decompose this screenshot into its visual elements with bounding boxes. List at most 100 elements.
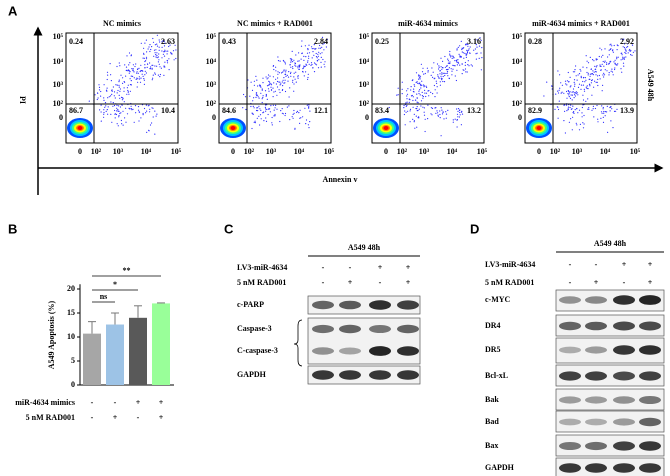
cell-dot <box>620 68 622 70</box>
cell-dot <box>252 105 254 107</box>
cell-dot <box>451 70 453 72</box>
cell-dot <box>266 85 269 87</box>
y-tick-label: 10² <box>359 99 370 108</box>
cell-dot <box>162 40 164 42</box>
cell-dot <box>110 113 112 115</box>
cell-dot <box>311 57 313 59</box>
cell-dot <box>454 65 456 67</box>
plot-title: NC mimics + RAD001 <box>237 19 313 28</box>
cell-dot <box>137 106 140 108</box>
cell-dot <box>604 69 606 71</box>
cell-dot <box>604 111 607 113</box>
cell-dot <box>432 76 434 78</box>
cell-dot <box>151 67 153 69</box>
cell-dot <box>456 61 458 63</box>
cell-dot <box>433 84 435 87</box>
cell-dot <box>604 60 606 62</box>
cell-dot <box>156 54 158 57</box>
cell-dot <box>602 74 604 76</box>
cell-dot <box>314 48 316 50</box>
cell-dot <box>270 86 272 88</box>
cell-dot <box>265 76 267 78</box>
cell-dot <box>257 85 259 87</box>
cell-dot <box>270 84 273 86</box>
cell-dot <box>608 54 610 56</box>
cell-dot <box>265 120 268 122</box>
cell-dot <box>158 49 160 51</box>
quadrant-value: 84.6 <box>222 106 236 115</box>
cell-dot <box>440 57 442 59</box>
cell-dot <box>568 92 571 94</box>
cell-dot <box>575 91 578 93</box>
cell-dot <box>416 81 418 83</box>
cell-dot <box>449 62 451 65</box>
cell-dot <box>418 77 421 79</box>
cell-dot <box>298 66 300 68</box>
cell-dot <box>264 106 266 108</box>
cell-dot <box>444 55 446 58</box>
cell-dot <box>276 86 279 88</box>
cell-dot <box>569 106 571 109</box>
cell-dot <box>465 54 467 56</box>
y-tick-label: 5 <box>71 356 75 365</box>
cell-dot <box>622 56 624 58</box>
cell-dot <box>578 109 581 111</box>
cell-dot <box>260 118 262 120</box>
cell-dot <box>289 64 291 66</box>
cell-dot <box>461 48 463 51</box>
cell-dot <box>420 100 423 102</box>
cell-dot <box>168 58 170 60</box>
band <box>585 296 607 304</box>
cell-dot <box>406 95 408 97</box>
cell-dot <box>140 42 142 44</box>
cell-dot <box>431 114 433 116</box>
cell-dot <box>291 50 293 53</box>
condition-label: miR-4634 mimics <box>15 398 75 407</box>
cell-dot <box>138 76 140 78</box>
cell-dot <box>418 82 420 84</box>
cell-dot <box>277 73 279 75</box>
cell-dot <box>106 109 108 111</box>
cell-dot <box>599 65 601 67</box>
cell-dot <box>426 67 428 69</box>
cell-dot <box>256 92 258 94</box>
cell-dot <box>125 107 127 109</box>
cell-dot <box>588 108 590 110</box>
cell-dot <box>620 52 622 55</box>
cell-dot <box>442 75 444 78</box>
cell-dot <box>568 96 570 98</box>
cell-dot <box>319 44 321 47</box>
cell-dot <box>427 70 429 72</box>
cell-dot <box>307 124 309 126</box>
cell-dot <box>293 76 295 78</box>
cell-dot <box>616 56 618 58</box>
band-label: GAPDH <box>237 370 267 379</box>
cell-dot <box>603 76 605 78</box>
cell-dot <box>614 67 616 69</box>
band <box>613 418 635 426</box>
cell-dot <box>259 124 261 126</box>
cell-dot <box>438 68 440 70</box>
cell-dot <box>278 81 280 83</box>
cell-dot <box>425 85 427 87</box>
cell-dot <box>137 72 139 74</box>
cell-dot <box>582 66 584 68</box>
cell-dot <box>413 113 415 115</box>
cell-dot <box>315 56 318 58</box>
cell-dot <box>297 60 299 62</box>
y-tick-label: 10² <box>206 99 217 108</box>
cell-dot <box>298 68 300 70</box>
cell-dot <box>111 89 113 91</box>
cell-dot <box>282 89 284 91</box>
y-axis-label: A549 Apoptosis (%) <box>47 300 56 369</box>
cell-dot <box>611 68 613 70</box>
cell-dot <box>154 73 156 75</box>
cell-dot <box>313 54 315 56</box>
cell-dot <box>558 89 560 91</box>
cell-dot <box>409 121 411 123</box>
cell-dot <box>577 94 579 96</box>
cell-dot <box>611 108 613 110</box>
cell-dot <box>570 104 572 106</box>
cell-dot <box>119 65 121 67</box>
cell-dot <box>127 84 129 86</box>
